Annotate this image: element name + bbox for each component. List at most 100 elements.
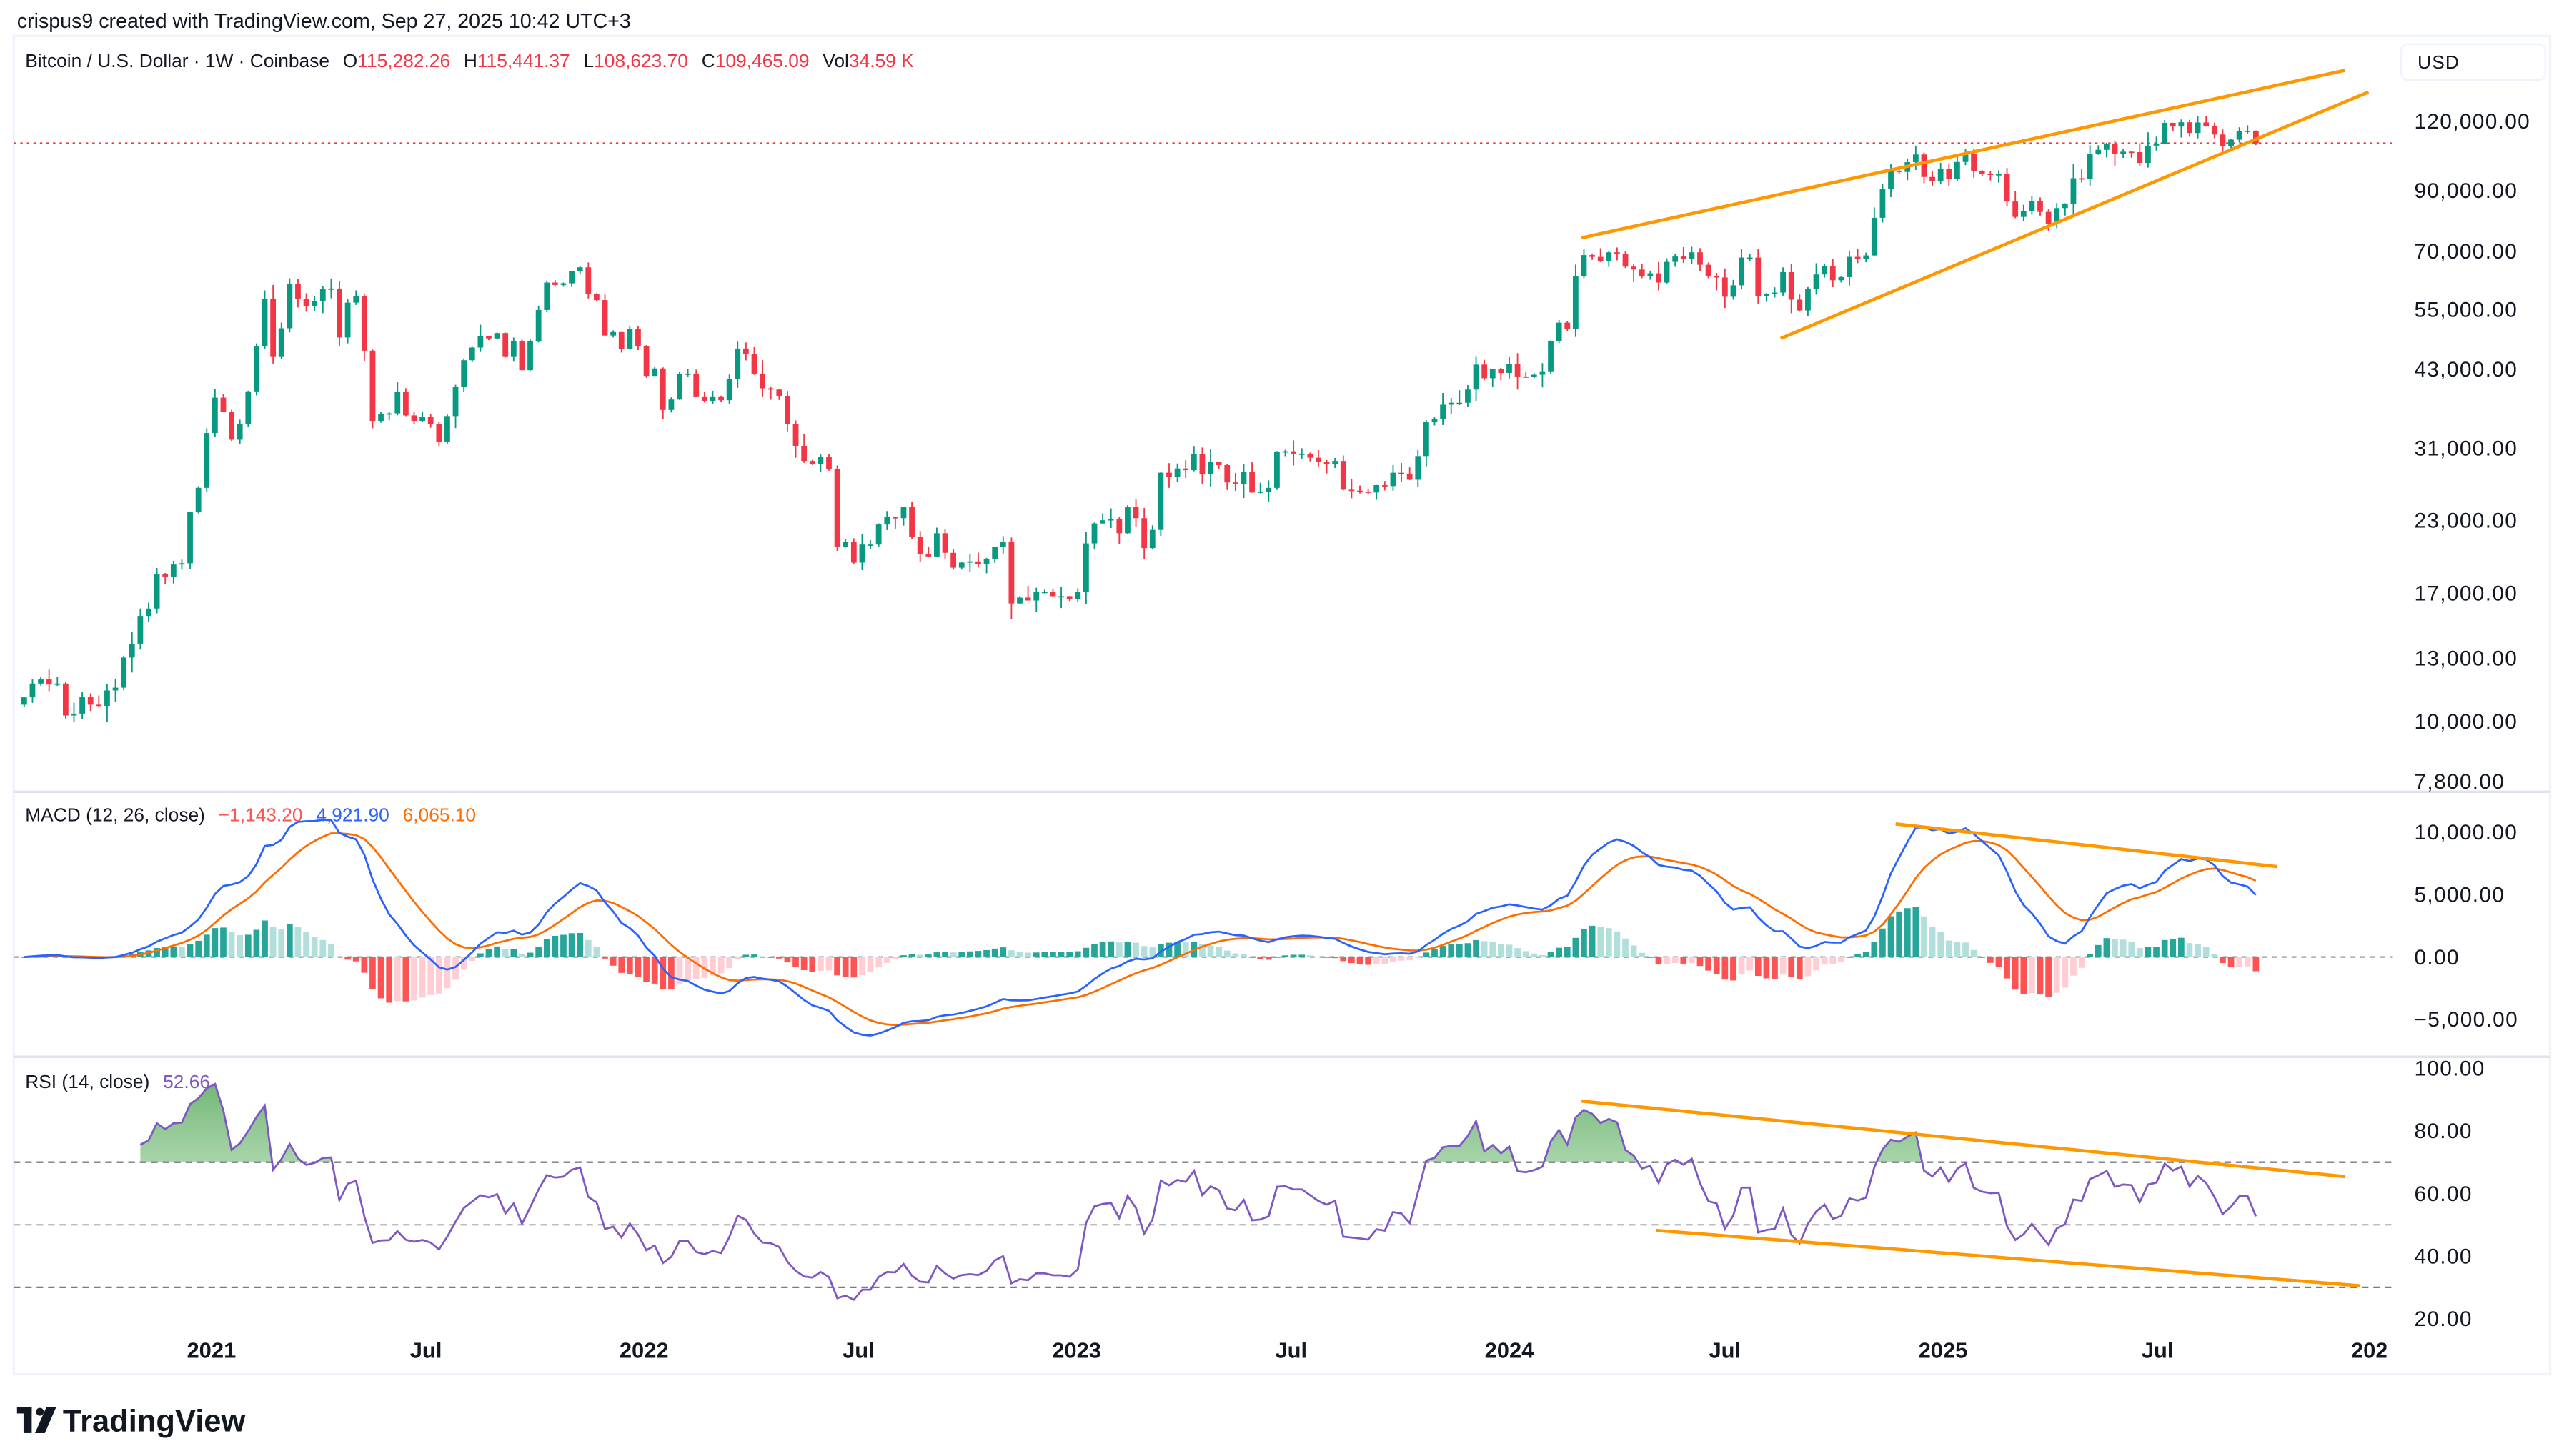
candle-body	[767, 388, 774, 390]
candle	[1489, 369, 1496, 387]
candle-body	[312, 301, 318, 306]
candle	[353, 290, 359, 305]
macd-histogram-bar	[2252, 957, 2260, 972]
candle	[1730, 279, 1736, 300]
candle	[1298, 448, 1305, 459]
macd-histogram-bar	[1696, 957, 1704, 967]
candle	[1539, 363, 1546, 388]
candle-body	[1307, 453, 1313, 458]
candle-body	[1987, 174, 1994, 175]
time-axis-label: Jul	[1709, 1338, 1741, 1363]
price-pane[interactable]	[14, 69, 2393, 722]
macd-histogram-bar	[775, 957, 782, 959]
macd-histogram-bar	[154, 947, 160, 957]
candle-body	[2037, 201, 2043, 212]
macd-histogram-bar	[685, 957, 691, 981]
macd-histogram-bar	[958, 952, 965, 957]
candle-body	[2170, 122, 2176, 127]
candle-body	[477, 336, 484, 348]
macd-histogram-bar	[1597, 927, 1604, 957]
candle	[1166, 463, 1172, 488]
rsi-legend[interactable]: RSI (14, close) 52.66	[25, 1071, 210, 1092]
macd-histogram-bar	[1705, 957, 1711, 971]
candle	[726, 374, 732, 404]
candle-body	[344, 302, 351, 338]
candle-body	[1266, 487, 1272, 492]
candle	[535, 305, 542, 343]
candle	[1000, 536, 1006, 554]
low-value: 108,623.70	[594, 50, 688, 71]
candle	[1581, 249, 1587, 279]
macd-histogram-bar	[162, 947, 169, 957]
candle-body	[1473, 364, 1479, 390]
candle	[693, 369, 700, 397]
candle-body	[1863, 255, 1869, 259]
macd-histogram-bar	[1423, 952, 1430, 957]
candle	[502, 332, 509, 358]
candle	[1323, 459, 1330, 474]
macd-legend[interactable]: MACD (12, 26, close) −1,143.20 4,921.90 …	[25, 804, 476, 826]
symbol-legend[interactable]: Bitcoin / U.S. Dollar · 1W · Coinbase O1…	[25, 50, 914, 71]
candle	[1465, 385, 1471, 407]
candle	[1746, 254, 1753, 261]
rsi-axis-label: 60.00	[2414, 1182, 2472, 1206]
macd-histogram-bar	[419, 957, 426, 998]
macd-histogram-bar	[377, 957, 384, 999]
candle-body	[2137, 152, 2143, 164]
candle-body	[2162, 122, 2168, 144]
macd-histogram-bar	[1821, 957, 1828, 965]
candle	[992, 547, 998, 563]
candle	[419, 412, 425, 422]
macd-histogram-bar	[875, 957, 882, 968]
macd-histogram-bar	[1556, 947, 1562, 957]
candle	[1373, 484, 1380, 500]
candle-body	[569, 271, 575, 284]
candle	[1473, 356, 1479, 401]
time-axis-label: 2025	[1919, 1338, 1968, 1363]
candle-body	[2252, 131, 2259, 144]
macd-histogram-bar	[1788, 957, 1795, 977]
close-label: C	[702, 50, 715, 71]
candle-body	[245, 391, 252, 424]
candle-body	[452, 387, 459, 417]
currency-button[interactable]: USD	[2400, 43, 2546, 81]
candle	[212, 389, 218, 438]
macd-histogram-bar	[1066, 952, 1073, 957]
candle	[2203, 116, 2210, 127]
macd-histogram-bar	[900, 955, 907, 957]
macd-histogram-bar	[2078, 957, 2085, 968]
candle	[2153, 136, 2160, 151]
candle-body	[868, 544, 873, 547]
candle	[2211, 122, 2217, 139]
tradingview-logo[interactable]: TradingView	[16, 1405, 246, 1439]
rsi-pane[interactable]	[14, 1082, 2393, 1302]
candle	[1266, 480, 1272, 502]
candle-body	[62, 683, 69, 716]
candle-body	[1232, 482, 1238, 484]
candle	[2162, 119, 2168, 144]
candle	[1805, 286, 1811, 316]
candle-body	[1514, 364, 1521, 377]
candle-body	[1763, 294, 1769, 296]
candle	[486, 336, 492, 341]
candle-body	[1888, 170, 1894, 189]
candle-body	[519, 341, 525, 371]
macd-pane[interactable]	[14, 819, 2393, 1037]
time-scale[interactable]: 2021 Jul 2022 Jul 2023 Jul 2024 Jul 2025 Jul 2026	[187, 1338, 2400, 1363]
candle-body	[195, 487, 202, 512]
macd-histogram-bar	[1879, 928, 1886, 957]
price-scale[interactable]: 120,000.00 90,000.00 70,000.00 55,000.00 43,…	[2414, 110, 2530, 1331]
macd-histogram-bar	[1779, 957, 1787, 975]
candle	[975, 552, 981, 568]
price-trendline	[1779, 90, 2370, 340]
candle	[2020, 204, 2027, 221]
candle-body	[785, 395, 790, 424]
candle-body	[2045, 211, 2052, 224]
candle-body	[54, 683, 61, 685]
macd-histogram-bar	[1390, 957, 1396, 962]
candle	[510, 337, 517, 362]
candle	[1929, 171, 1935, 186]
macd-histogram-bar	[1331, 957, 1338, 959]
candle-body	[361, 296, 367, 351]
